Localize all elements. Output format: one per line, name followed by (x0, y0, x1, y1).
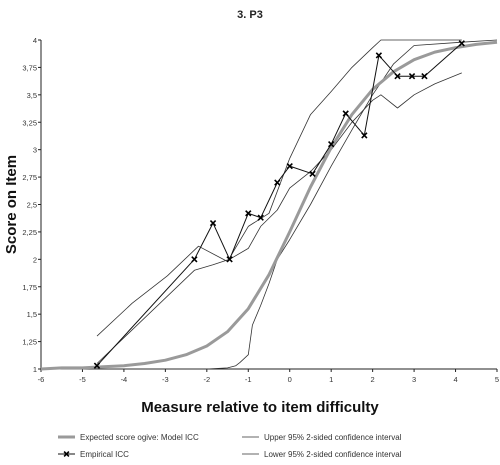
empirical-icc-point (458, 40, 465, 47)
series-layer (40, 39, 498, 371)
empirical-icc-point (408, 73, 416, 80)
chart-legend: Expected score ogive: Model ICC Upper 95%… (58, 433, 402, 459)
y-tick-label: 2,5 (27, 201, 37, 210)
empirical-icc-point (342, 110, 349, 117)
empirical-icc-point (93, 362, 101, 369)
y-tick-label: 2,75 (22, 173, 37, 182)
empirical-icc-point (375, 52, 383, 59)
legend-item: Lower 95% 2-sided confidence interval (242, 450, 402, 459)
empirical-icc-point (226, 256, 233, 263)
x-tick-label: 0 (288, 375, 292, 384)
series-line-upper-95-2-sided-confidence-interval (96, 39, 462, 337)
y-tick-label: 3 (33, 146, 37, 155)
empirical-icc-point (245, 210, 252, 217)
y-tick-label: 1 (33, 365, 37, 374)
empirical-icc-point (274, 179, 281, 186)
y-axis-title: Score on Item (3, 155, 20, 254)
empirical-icc-point (191, 256, 198, 263)
series-line-lower-95-2-sided-confidence-interval (41, 39, 498, 370)
y-tick-label: 4 (33, 36, 37, 45)
x-tick-label: -6 (38, 375, 45, 384)
empirical-icc-point (286, 162, 293, 170)
legend-label: Expected score ogive: Model ICC (80, 433, 199, 442)
chart-title: 3. P3 (237, 9, 263, 21)
x-tick-label: -1 (245, 375, 252, 384)
y-tick-label: 3,5 (27, 91, 37, 100)
y-tick-label: 1,25 (22, 338, 37, 347)
x-axis-ticks: -6 -5 -4 -3 -2 -1 0 1 2 3 4 5 (38, 369, 499, 384)
x-tick-label: 4 (453, 375, 457, 384)
x-tick-label: -5 (79, 375, 86, 384)
x-tick-label: -4 (121, 375, 128, 384)
y-tick-label: 3,25 (22, 118, 37, 127)
legend-item: Empirical ICC (58, 450, 129, 459)
x-tick-label: 2 (371, 375, 375, 384)
y-axis-ticks: 1 1,25 1,5 1,75 2 2,25 2,5 2,75 3 3,25 3,5 3,75 4 (22, 36, 41, 374)
y-tick-label: 2 (33, 255, 37, 264)
x-axis-title: Measure relative to item difficulty (141, 399, 379, 416)
plot-area: -6 -5 -4 -3 -2 -1 0 1 2 3 4 5 1 1,25 1,5 1,75 2 2,25 2,5 2… (22, 36, 499, 384)
x-tick-label: 3 (412, 375, 416, 384)
empirical-icc-point (394, 73, 401, 80)
x-tick-label: 5 (495, 375, 499, 384)
empirical-icc-point (309, 170, 316, 177)
y-tick-label: 1,75 (22, 283, 37, 292)
legend-label: Empirical ICC (80, 450, 129, 459)
y-tick-label: 3,75 (22, 63, 37, 72)
legend-label: Upper 95% 2-sided confidence interval (264, 433, 402, 442)
series-line-empirical-icc (96, 42, 463, 367)
y-tick-label: 2,25 (22, 228, 37, 237)
x-tick-label: 1 (329, 375, 333, 384)
legend-item: Upper 95% 2-sided confidence interval (242, 433, 402, 442)
series-line-lower-95-2-sided-confidence-interval (96, 72, 462, 364)
empirical-icc-point (421, 73, 428, 80)
legend-item: Expected score ogive: Model ICC (58, 433, 199, 442)
series-line-expected-score-ogive-model-icc (40, 40, 498, 371)
x-tick-label: -3 (162, 375, 169, 384)
empirical-icc-point (209, 219, 217, 227)
x-tick-label: -2 (203, 375, 210, 384)
legend-label: Lower 95% 2-sided confidence interval (264, 450, 402, 459)
empirical-icc-point (257, 214, 264, 221)
empirical-icc-point (361, 132, 368, 139)
empirical-icc-point (328, 141, 335, 148)
y-tick-label: 1,5 (27, 310, 37, 319)
